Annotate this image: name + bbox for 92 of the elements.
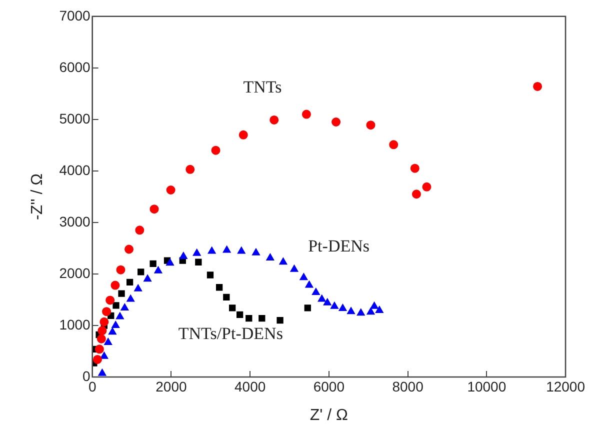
point [356,308,365,316]
point [179,252,188,259]
point [166,258,174,266]
point [102,307,112,316]
point [100,352,108,359]
point [208,246,216,254]
point [134,284,142,292]
point [366,308,375,315]
point [375,306,384,314]
point [211,146,220,155]
y-tick-label: 3000 [59,213,91,230]
point [323,298,332,306]
point [98,326,107,336]
point [237,246,246,254]
point [120,303,129,310]
y-tick-label: 1000 [59,316,91,332]
series-label: TNTs/Pt-DENs [178,324,283,344]
point [154,266,162,274]
point [222,246,231,253]
point [366,120,376,130]
point [186,164,195,174]
point [246,314,252,322]
point [104,338,112,345]
point [192,248,201,256]
point [422,182,432,192]
point [138,268,144,276]
point [110,280,120,290]
y-tick-label: 0 [82,368,91,384]
point [302,110,311,119]
point [305,280,314,288]
series-label: Pt-DENs [308,236,370,256]
point [389,140,398,150]
point [135,226,144,235]
x-tick-label: 2000 [156,378,187,394]
point [304,304,311,312]
point [318,294,326,302]
point [300,273,308,280]
point [144,274,152,282]
point [112,320,120,328]
point [108,328,116,335]
point [312,288,320,296]
point [338,304,347,311]
point [94,344,104,354]
x-tick-label: 12000 [546,378,586,394]
point [96,334,106,344]
point [279,258,288,265]
point [266,254,274,260]
point [118,290,125,297]
point [332,118,341,127]
series-label: TNTs [243,78,282,97]
point [206,272,214,278]
point [258,314,266,322]
point [238,130,248,140]
point [126,294,135,302]
point [412,190,421,199]
point [216,284,223,291]
x-tick-label: 10000 [467,378,506,394]
y-axis-title: -Z'' / Ω [29,173,46,220]
x-axis-title: Z' / Ω [310,406,348,424]
y-tick-label: 4000 [59,162,91,178]
point [270,115,279,124]
y-tick-label: 2000 [59,264,91,281]
point [533,82,542,91]
point [126,278,134,286]
point [229,304,236,312]
y-tick-label: 5000 [59,110,91,126]
point [124,244,134,254]
point [116,265,126,274]
x-tick-label: 4000 [234,378,266,394]
point [290,264,298,272]
point [195,258,202,266]
point [166,186,176,195]
point [276,317,284,324]
y-tick-label: 7000 [59,7,91,24]
x-tick-label: 8000 [392,378,424,394]
point [116,312,124,320]
point [92,354,102,364]
point [252,248,260,256]
point [236,311,244,318]
point [112,302,120,309]
point [330,302,338,309]
point [150,204,159,214]
point [347,307,355,314]
x-tick-label: 6000 [313,378,345,394]
point [150,260,156,267]
point [100,317,109,326]
point [410,164,420,173]
point [98,368,106,376]
y-tick-label: 6000 [59,58,91,75]
point [370,302,378,309]
point [106,296,115,305]
point [223,294,230,300]
